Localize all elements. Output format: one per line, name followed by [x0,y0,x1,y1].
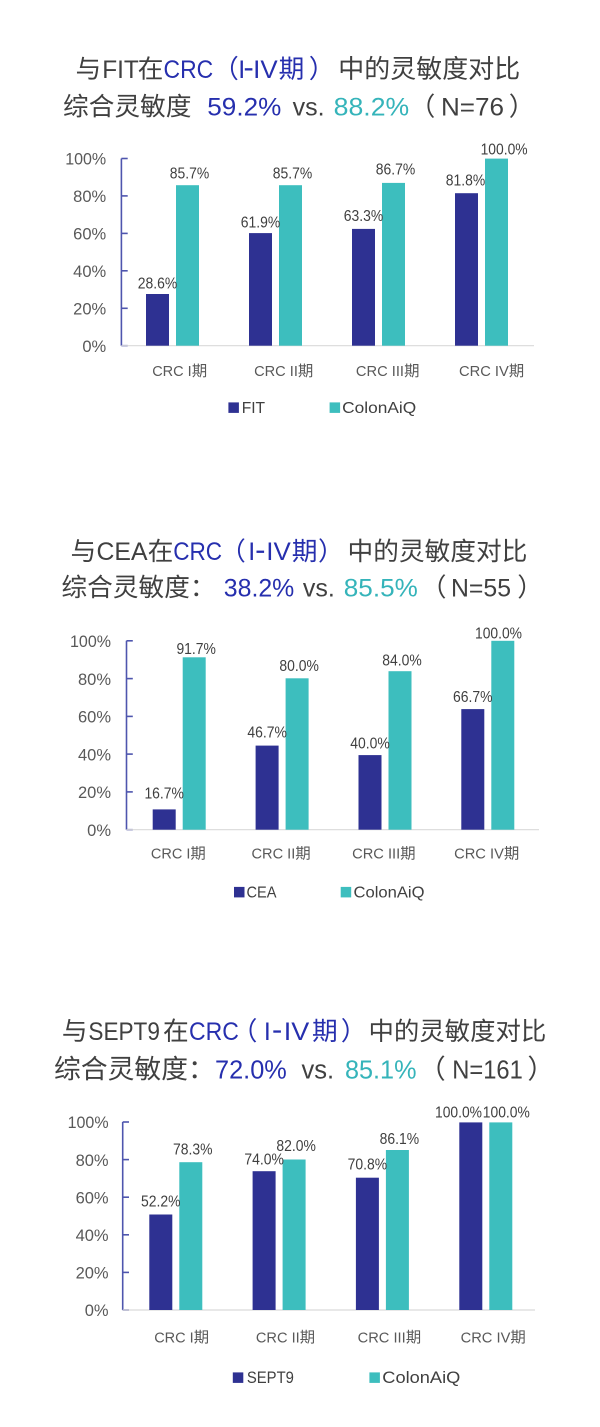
svg-text:CRC III: CRC III [358,1330,406,1347]
svg-text:40%: 40% [73,263,106,281]
svg-text:IV: IV [266,538,291,566]
svg-text:85.5%: 85.5% [344,575,418,603]
svg-text:38.2%: 38.2% [224,575,294,603]
svg-text:78.3%: 78.3% [173,1142,213,1159]
svg-text:46.7%: 46.7% [247,725,287,742]
svg-text:I: I [264,1018,271,1046]
svg-text:100%: 100% [65,151,106,169]
svg-text:82.0%: 82.0% [276,1138,316,1155]
svg-text:FIT: FIT [242,400,266,417]
svg-text:63.3%: 63.3% [344,208,384,225]
svg-text:ColonAiQ: ColonAiQ [382,1369,460,1387]
svg-text:72.0%: 72.0% [215,1057,287,1085]
svg-text:N=55: N=55 [451,575,511,603]
svg-text:I: I [248,538,255,566]
svg-text:0%: 0% [85,1302,109,1320]
svg-text:100.0%: 100.0% [435,1104,482,1121]
svg-text:CRC II: CRC II [252,846,296,863]
svg-text:60%: 60% [78,709,111,727]
svg-text:66.7%: 66.7% [453,689,493,706]
svg-text:CRC III: CRC III [352,846,400,863]
svg-text:CRC II: CRC II [256,1330,300,1347]
svg-text:N=161: N=161 [452,1057,523,1085]
svg-text:SEPT9: SEPT9 [247,1369,294,1387]
svg-text:CRC I: CRC I [154,1330,194,1347]
svg-text:I: I [238,56,245,84]
svg-text:80%: 80% [76,1152,109,1170]
svg-text:CRC IV: CRC IV [454,846,505,863]
svg-text:FIT: FIT [102,56,139,84]
svg-text:60%: 60% [73,226,106,244]
svg-text:CRC I: CRC I [151,846,191,863]
svg-text:86.1%: 86.1% [380,1131,420,1148]
svg-text:100.0%: 100.0% [481,141,528,158]
svg-text:vs.: vs. [303,575,335,603]
svg-text:59.2%: 59.2% [207,94,281,122]
svg-text:ColonAiQ: ColonAiQ [342,400,416,417]
svg-text:N=76: N=76 [441,94,504,122]
svg-text:IV: IV [284,1018,310,1046]
svg-text:vs.: vs. [302,1057,335,1085]
svg-text:85.7%: 85.7% [273,166,313,183]
svg-text:85.1%: 85.1% [345,1057,417,1085]
svg-text:88.2%: 88.2% [334,94,410,122]
svg-text:20%: 20% [76,1265,109,1283]
svg-text:80.0%: 80.0% [279,658,319,675]
svg-text:85.7%: 85.7% [170,166,210,183]
svg-text:81.8%: 81.8% [446,173,486,190]
svg-text:40.0%: 40.0% [350,736,390,753]
svg-text:84.0%: 84.0% [382,653,422,670]
svg-text:CEA: CEA [97,538,148,566]
svg-text:100.0%: 100.0% [483,1104,530,1121]
svg-text:0%: 0% [82,338,106,356]
svg-text:86.7%: 86.7% [376,161,416,178]
svg-text:CRC: CRC [164,56,214,84]
svg-text:61.9%: 61.9% [241,214,281,231]
svg-text:CRC IV: CRC IV [459,363,510,380]
svg-text:100.0%: 100.0% [475,626,522,643]
svg-text:SEPT9: SEPT9 [88,1018,159,1046]
svg-text:20%: 20% [73,301,106,319]
svg-text:CRC I: CRC I [152,363,192,380]
svg-text:CRC: CRC [189,1018,239,1046]
svg-text:CRC IV: CRC IV [461,1330,512,1347]
svg-text:CRC: CRC [173,538,222,566]
svg-text:80%: 80% [78,671,111,689]
svg-text:28.6%: 28.6% [138,276,178,293]
svg-text:ColonAiQ: ColonAiQ [354,884,425,901]
svg-text:100%: 100% [68,1114,109,1132]
svg-text:52.2%: 52.2% [141,1194,181,1211]
svg-text:60%: 60% [76,1189,109,1207]
svg-text:100%: 100% [70,633,111,651]
svg-text:vs.: vs. [293,94,325,122]
svg-text:IV: IV [253,56,278,84]
svg-text:16.7%: 16.7% [144,785,184,802]
svg-text:CEA: CEA [247,884,277,901]
svg-text:40%: 40% [76,1227,109,1245]
svg-text:40%: 40% [78,746,111,764]
svg-text:0%: 0% [87,822,111,840]
svg-text:CRC III: CRC III [356,363,404,380]
svg-text:80%: 80% [73,188,106,206]
svg-text:74.0%: 74.0% [244,1152,284,1169]
svg-text:91.7%: 91.7% [176,641,216,658]
svg-text:70.8%: 70.8% [348,1157,388,1174]
svg-text:CRC II: CRC II [254,363,298,380]
svg-text:20%: 20% [78,784,111,802]
